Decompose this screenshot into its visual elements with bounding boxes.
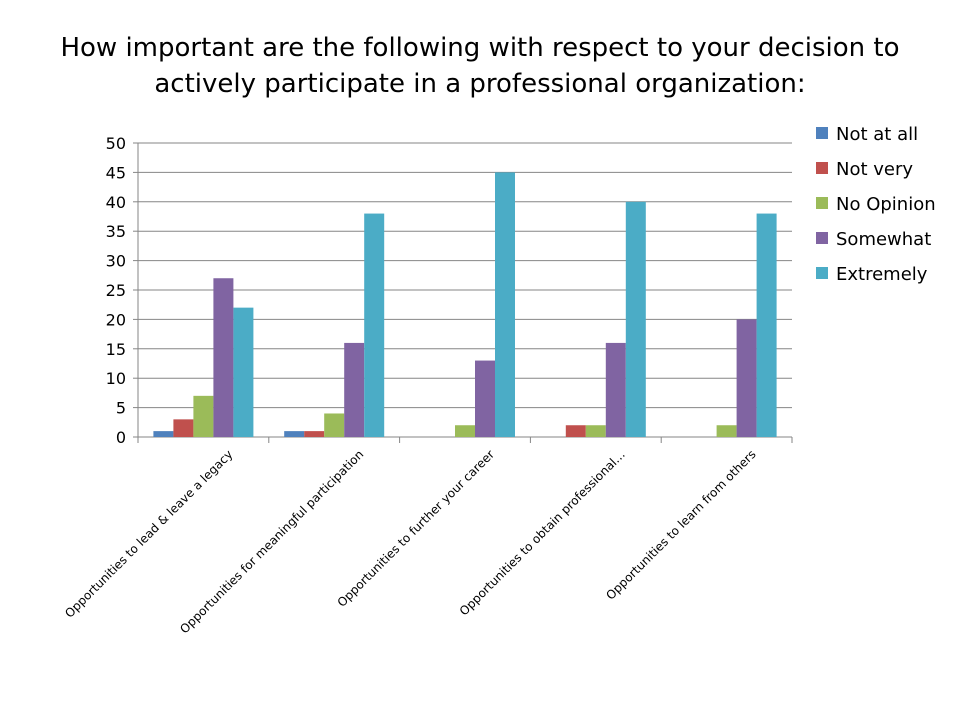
bar-0-4	[233, 307, 254, 437]
bar-0-1	[173, 419, 194, 437]
bar-1-0	[284, 431, 305, 437]
y-tick-label-1: 5	[116, 399, 126, 418]
bar-1-4	[364, 213, 385, 437]
bar-3-1	[565, 425, 586, 437]
chart-title-line-2: actively participate in a professional o…	[154, 69, 806, 99]
y-tick-label-3: 15	[106, 340, 126, 359]
y-tick-label-7: 35	[106, 222, 126, 241]
y-tick-label-4: 20	[106, 310, 126, 329]
bar-4-3	[736, 319, 757, 437]
legend-swatch-3	[816, 232, 828, 244]
bar-3-4	[625, 201, 646, 437]
legend-label-1: Not very	[836, 159, 913, 180]
legend-label-0: Not at all	[836, 124, 918, 145]
y-tick-label-0: 0	[116, 428, 126, 447]
x-category-label-4: Opportunities to learn from others	[603, 447, 758, 602]
y-tick-label-2: 10	[106, 369, 126, 388]
bar-1-3	[344, 342, 365, 437]
bar-3-3	[605, 342, 626, 437]
bar-0-0	[153, 431, 174, 437]
bar-3-2	[585, 425, 606, 437]
x-category-label-2: Opportunities to further your career	[335, 447, 498, 610]
chart-title: How important are the following with res…	[0, 30, 960, 102]
bar-2-2	[455, 425, 475, 437]
legend-swatch-1	[816, 162, 828, 174]
legend-swatch-0	[816, 127, 828, 139]
y-tick-label-10: 50	[106, 134, 126, 153]
bar-0-3	[213, 278, 234, 437]
y-tick-label-8: 40	[106, 193, 126, 212]
legend-label-4: Extremely	[836, 264, 928, 285]
chart-title-line-1: How important are the following with res…	[60, 33, 900, 63]
bar-1-2	[324, 413, 345, 437]
y-tick-label-6: 30	[106, 252, 126, 271]
bar-2-4	[495, 172, 515, 437]
legend-swatch-2	[816, 197, 828, 209]
bar-4-2	[716, 425, 737, 437]
y-tick-label-5: 25	[106, 281, 126, 300]
legend-label-2: No Opinion	[836, 194, 936, 215]
bar-1-1	[304, 431, 325, 437]
y-tick-label-9: 45	[106, 163, 126, 182]
legend-swatch-4	[816, 267, 828, 279]
bar-2-3	[475, 360, 495, 437]
bar-4-4	[756, 213, 777, 437]
bar-0-2	[193, 395, 214, 437]
legend-label-3: Somewhat	[836, 229, 931, 250]
